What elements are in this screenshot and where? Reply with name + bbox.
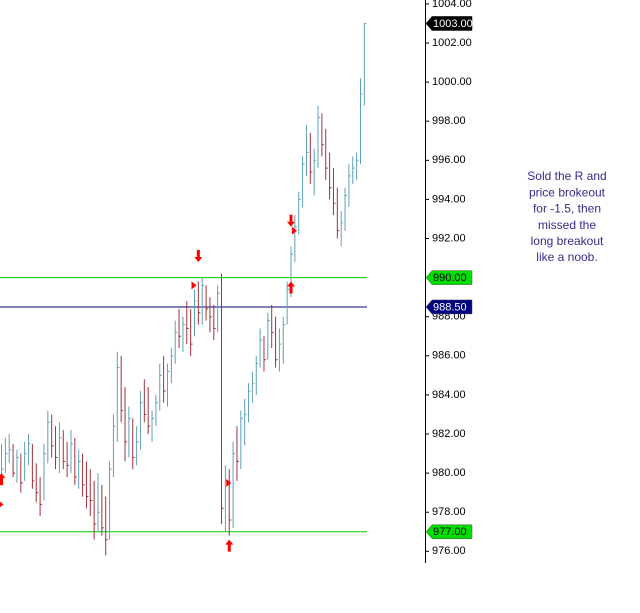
y-tick-label: 1002.00 — [432, 37, 472, 49]
level-label: 990.00 — [433, 272, 467, 284]
level-label: 988.50 — [433, 301, 467, 313]
signal-entry — [291, 226, 297, 235]
y-tick-label: 978.00 — [432, 506, 466, 518]
annotation-line: like a noob. — [536, 250, 597, 264]
signal-entry — [0, 501, 4, 508]
level-tag — [425, 299, 473, 315]
y-tick-label: 998.00 — [432, 115, 466, 127]
signal-entry — [191, 281, 197, 290]
level-tag — [425, 270, 473, 285]
last-price-label: 1003.00 — [433, 18, 473, 30]
annotation-line: price brokeout — [529, 185, 606, 199]
level-tag — [425, 524, 473, 540]
y-tick-label: 986.00 — [432, 350, 466, 362]
last-price-tag — [425, 16, 473, 31]
annotation-line: Sold the R and — [527, 169, 606, 183]
annotation-line: for -1.5, then — [533, 202, 601, 216]
y-tick-label: 976.00 — [432, 545, 466, 557]
y-tick-label: 1000.00 — [432, 76, 472, 88]
signal-down — [287, 214, 295, 227]
y-tick-label: 984.00 — [432, 389, 466, 401]
signal-up — [0, 473, 6, 486]
y-tick-label: 982.00 — [432, 428, 466, 440]
annotation-line: missed the — [538, 218, 596, 232]
y-tick-label: 994.00 — [432, 193, 466, 205]
signal-up — [225, 539, 234, 552]
y-tick-label: 996.00 — [432, 154, 466, 166]
level-label: 977.00 — [433, 526, 467, 538]
y-tick-label: 980.00 — [432, 467, 466, 479]
y-tick-label: 1004.00 — [432, 0, 472, 10]
annotation-line: long breakout — [531, 234, 604, 248]
signal-entry — [226, 478, 232, 487]
signal-down — [194, 249, 203, 262]
y-tick-label: 992.00 — [432, 232, 466, 244]
signal-up — [287, 281, 295, 294]
